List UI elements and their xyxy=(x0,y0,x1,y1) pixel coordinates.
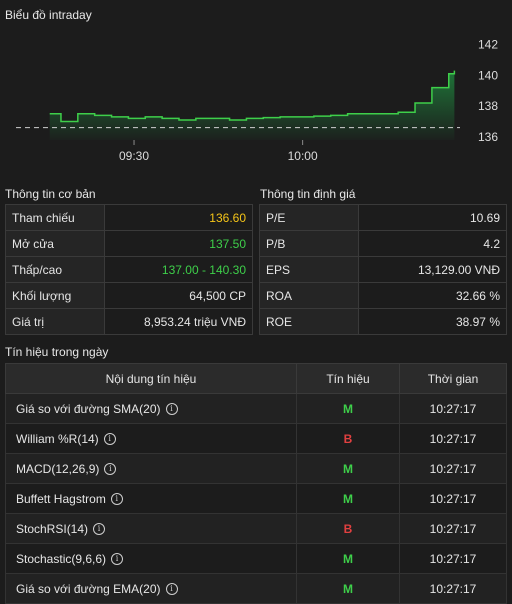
signal-name-cell: Stochastic(9,6,6) i xyxy=(5,543,297,574)
valuation-row: P/E 10.69 xyxy=(259,204,507,231)
info-icon[interactable]: i xyxy=(93,523,106,536)
valuation-row: ROA 32.66 % xyxy=(259,282,507,309)
basic-info-label: Giá trị xyxy=(5,308,105,335)
signal-time: 10:27:17 xyxy=(399,513,507,544)
signals-header-row: Nội dung tín hiệu Tín hiệu Thời gian xyxy=(5,363,507,394)
signal-name: Buffett Hagstrom xyxy=(16,491,106,506)
valuation-row: ROE 38.97 % xyxy=(259,308,507,335)
intraday-chart[interactable]: 142 140 138 136 09:30 10:00 xyxy=(0,22,512,172)
y-tick-label: 136 xyxy=(478,130,498,144)
signal-name-cell: William %R(14) i xyxy=(5,423,297,454)
basic-info-row: Tham chiếu 136.60 xyxy=(5,204,253,231)
basic-info-row: Khối lượng 64,500 CP xyxy=(5,282,253,309)
valuation-label: P/E xyxy=(259,204,359,231)
valuation-title: Thông tin định giá xyxy=(260,187,356,201)
signal-name: William %R(14) xyxy=(16,431,99,446)
basic-info-row: Mở cửa 137.50 xyxy=(5,230,253,257)
info-icon[interactable]: i xyxy=(104,463,117,476)
signal-row[interactable]: Stochastic(9,6,6) i M 10:27:17 xyxy=(5,543,507,574)
basic-info-row: Thấp/cao 137.00 - 140.30 xyxy=(5,256,253,283)
signal-name: StochRSI(14) xyxy=(16,521,89,536)
basic-info-label: Mở cửa xyxy=(5,230,105,257)
y-tick-label: 142 xyxy=(478,37,498,51)
basic-info-value: 136.60 xyxy=(104,204,253,231)
signal-name-cell: Giá so với đường SMA(20) i xyxy=(5,393,297,424)
signals-table: Nội dung tín hiệu Tín hiệu Thời gian Giá… xyxy=(5,363,507,604)
signal-name-cell: Giá so với đường EMA(20) i xyxy=(5,573,297,604)
signal-time: 10:27:17 xyxy=(399,453,507,484)
signals-header-signal[interactable]: Tín hiệu xyxy=(296,363,400,394)
signal-row[interactable]: MACD(12,26,9) i M 10:27:17 xyxy=(5,453,507,484)
price-line xyxy=(49,70,456,123)
valuation-label: ROA xyxy=(259,282,359,309)
valuation-label: P/B xyxy=(259,230,359,257)
signal-row[interactable]: William %R(14) i B 10:27:17 xyxy=(5,423,507,454)
signal-time: 10:27:17 xyxy=(399,483,507,514)
basic-info-label: Tham chiếu xyxy=(5,204,105,231)
basic-info-value: 8,953.24 triệu VNĐ xyxy=(104,308,253,335)
intraday-chart-svg: 142 140 138 136 09:30 10:00 xyxy=(16,37,498,163)
valuation-row: P/B 4.2 xyxy=(259,230,507,257)
signal-row[interactable]: Giá so với đường EMA(20) i M 10:27:17 xyxy=(5,573,507,604)
signal-row[interactable]: Buffett Hagstrom i M 10:27:17 xyxy=(5,483,507,514)
signal-time: 10:27:17 xyxy=(399,543,507,574)
signal-value: M xyxy=(296,453,400,484)
signal-value: M xyxy=(296,393,400,424)
signal-row[interactable]: StochRSI(14) i B 10:27:17 xyxy=(5,513,507,544)
y-tick-label: 138 xyxy=(478,99,498,113)
signal-name: Giá so với đường EMA(20) xyxy=(16,581,161,596)
signal-value: B xyxy=(296,513,400,544)
y-tick-label: 140 xyxy=(478,68,498,82)
basic-info-row: Giá trị 8,953.24 triệu VNĐ xyxy=(5,308,253,335)
signal-time: 10:27:17 xyxy=(399,423,507,454)
valuation-label: ROE xyxy=(259,308,359,335)
basic-info-label: Khối lượng xyxy=(5,282,105,309)
signal-row[interactable]: Giá so với đường SMA(20) i M 10:27:17 xyxy=(5,393,507,424)
signal-name: MACD(12,26,9) xyxy=(16,461,100,476)
price-area xyxy=(49,70,455,140)
valuation-value: 38.97 % xyxy=(358,308,507,335)
signal-time: 10:27:17 xyxy=(399,393,507,424)
valuation-row: EPS 13,129.00 VNĐ xyxy=(259,256,507,283)
valuation-label: EPS xyxy=(259,256,359,283)
info-icon[interactable]: i xyxy=(165,403,178,416)
signal-time: 10:27:17 xyxy=(399,573,507,604)
signal-value: M xyxy=(296,483,400,514)
signals-header-time[interactable]: Thời gian xyxy=(399,363,507,394)
basic-info-value: 137.50 xyxy=(104,230,253,257)
signal-name-cell: StochRSI(14) i xyxy=(5,513,297,544)
x-tick-label: 09:30 xyxy=(119,149,149,163)
signal-name: Giá so với đường SMA(20) xyxy=(16,401,161,416)
valuation-table: P/E 10.69 P/B 4.2 EPS 13,129.00 VNĐ ROA 32.66 %… xyxy=(259,204,507,335)
valuation-value: 10.69 xyxy=(358,204,507,231)
info-icon[interactable]: i xyxy=(165,583,178,596)
basic-info-title: Thông tin cơ bản xyxy=(5,187,96,201)
chart-title: Biểu đồ intraday xyxy=(5,8,92,22)
valuation-value: 32.66 % xyxy=(358,282,507,309)
basic-info-table: Tham chiếu 136.60 Mở cửa 137.50 Thấp/cao 137.… xyxy=(5,204,253,335)
signals-title: Tín hiệu trong ngày xyxy=(5,345,109,359)
info-icon[interactable]: i xyxy=(103,433,116,446)
info-icon[interactable]: i xyxy=(110,493,123,506)
info-icon[interactable]: i xyxy=(111,553,124,566)
signal-name: Stochastic(9,6,6) xyxy=(16,551,107,566)
basic-info-value: 137.00 - 140.30 xyxy=(104,256,253,283)
basic-info-label: Thấp/cao xyxy=(5,256,105,283)
signal-name-cell: Buffett Hagstrom i xyxy=(5,483,297,514)
signal-name-cell: MACD(12,26,9) i xyxy=(5,453,297,484)
x-tick-label: 10:00 xyxy=(288,149,318,163)
signals-header-content[interactable]: Nội dung tín hiệu xyxy=(5,363,297,394)
signal-value: B xyxy=(296,423,400,454)
valuation-value: 4.2 xyxy=(358,230,507,257)
basic-info-value: 64,500 CP xyxy=(104,282,253,309)
signal-value: M xyxy=(296,543,400,574)
valuation-value: 13,129.00 VNĐ xyxy=(358,256,507,283)
signal-value: M xyxy=(296,573,400,604)
